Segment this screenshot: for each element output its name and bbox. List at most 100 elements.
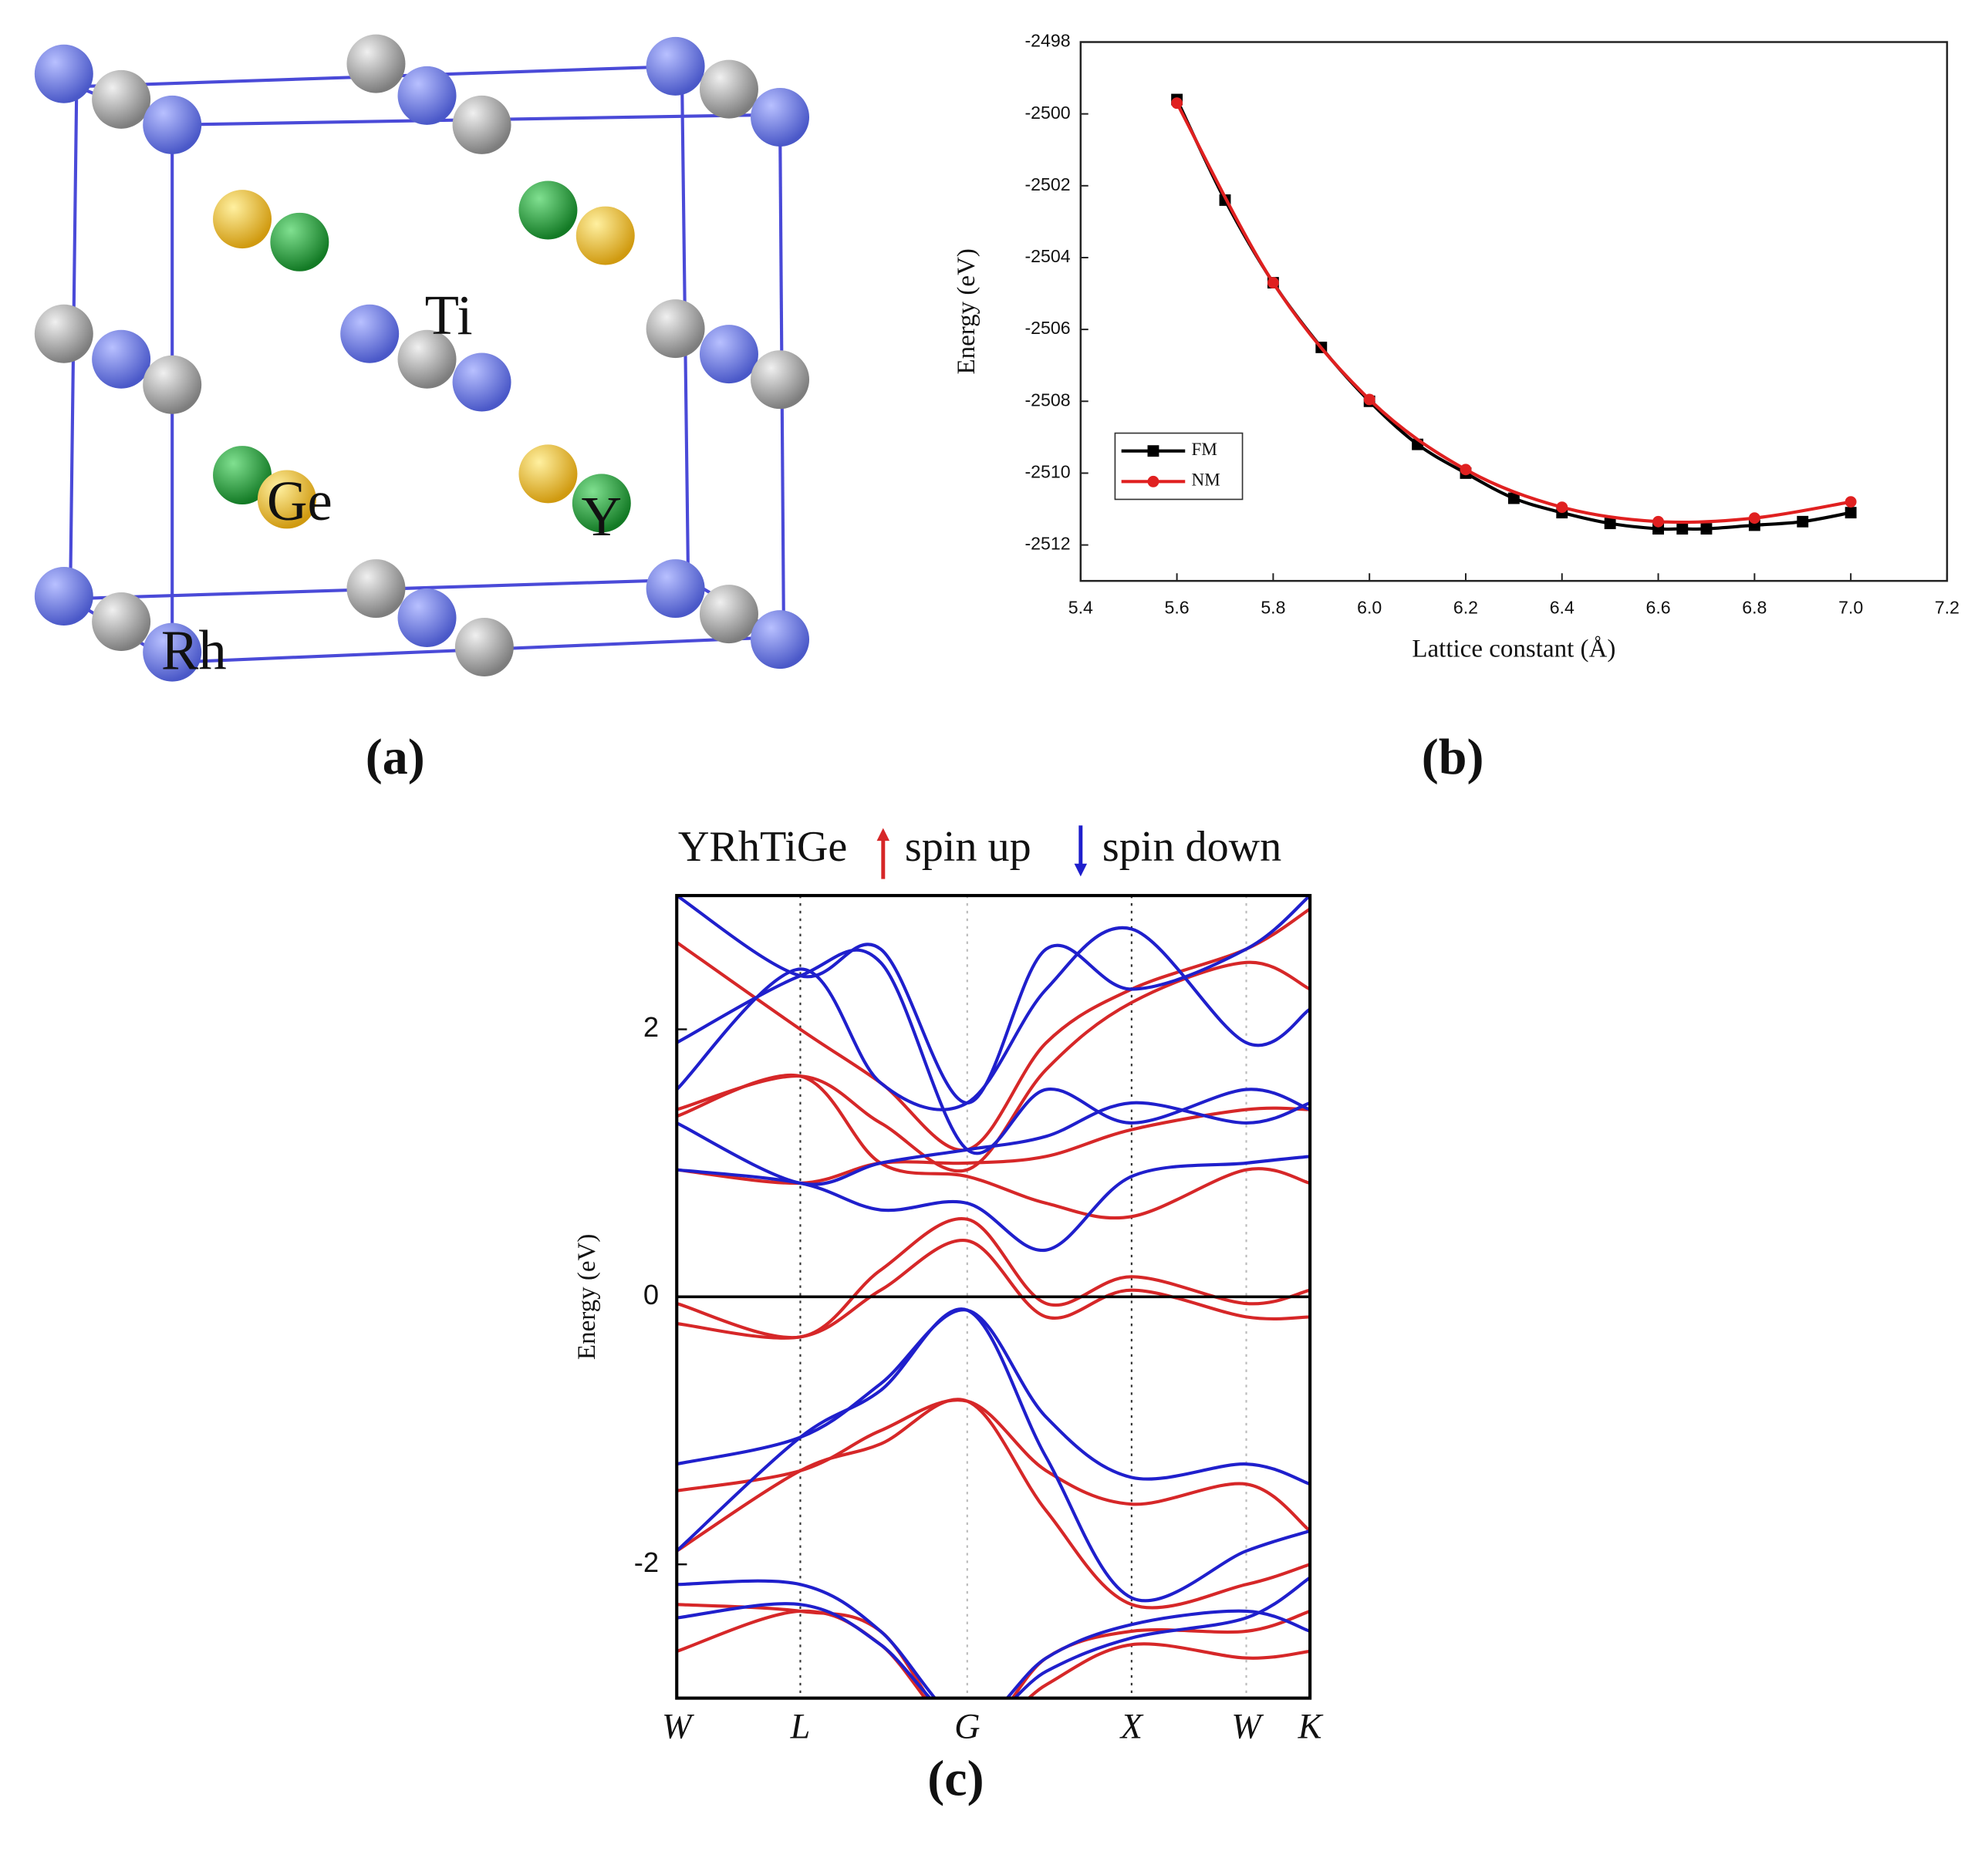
atom	[92, 592, 151, 651]
band	[677, 895, 1311, 1104]
atom	[699, 325, 758, 384]
y-tick-label: -2512	[1024, 534, 1070, 554]
y-axis-label: Energy (eV)	[573, 1234, 601, 1360]
atom	[575, 206, 635, 265]
legend-marker	[1147, 475, 1159, 487]
y-tick-label: 0	[643, 1279, 659, 1310]
band	[677, 1308, 1311, 1486]
x-tick-label: 6.0	[1357, 598, 1382, 618]
band	[677, 948, 1311, 1155]
band	[677, 1217, 1311, 1340]
x-tick-label: 6.8	[1742, 598, 1767, 618]
legend: FM NM	[1114, 432, 1244, 501]
legend-label: FM	[1192, 440, 1217, 460]
atom	[646, 36, 705, 96]
marker	[1556, 501, 1568, 514]
marker	[1652, 515, 1664, 528]
atom	[397, 329, 457, 389]
plot-frame	[675, 894, 1312, 1700]
x-tick-label: W	[1231, 1708, 1264, 1747]
legend-label: spin down	[1102, 823, 1281, 871]
atom	[92, 69, 151, 129]
y-tick-label: -2502	[1024, 174, 1070, 194]
atom	[572, 474, 631, 533]
band	[677, 926, 1311, 1111]
energy-line	[1175, 99, 1851, 531]
atom	[143, 95, 202, 154]
legend-label: NM	[1192, 470, 1220, 491]
marker	[1267, 277, 1279, 288]
marker	[1507, 492, 1520, 504]
atom	[518, 180, 578, 240]
x-tick-label: 5.4	[1068, 598, 1093, 618]
atom	[397, 66, 457, 125]
band	[677, 1398, 1311, 1610]
legend-arrowhead	[876, 828, 890, 841]
atom	[452, 95, 511, 154]
y-tick-label: -2504	[1024, 246, 1070, 266]
atom	[34, 304, 93, 363]
y-tick-label: -2508	[1024, 390, 1070, 410]
marker	[1797, 515, 1809, 528]
atom	[143, 355, 202, 414]
legend-arrowhead	[1074, 863, 1088, 877]
band	[677, 1602, 1311, 1698]
atom	[34, 44, 93, 103]
atom	[213, 446, 272, 505]
atom-label: Rh	[161, 619, 227, 681]
marker	[1363, 393, 1375, 406]
panel-caption: (b)	[1422, 729, 1484, 785]
marker	[1460, 464, 1472, 476]
band	[677, 1603, 1311, 1698]
x-tick-label: 7.2	[1935, 598, 1959, 618]
y-tick-label: -2510	[1024, 462, 1070, 482]
atom	[213, 190, 272, 249]
panel-caption: (c)	[927, 1750, 984, 1806]
atom	[751, 350, 810, 410]
y-tick-label: -2506	[1024, 318, 1070, 338]
atom	[34, 566, 93, 626]
x-tick-label: 6.6	[1645, 598, 1670, 618]
atom	[346, 34, 406, 93]
x-tick-label: G	[954, 1708, 980, 1747]
y-tick-label: -2498	[1024, 31, 1070, 51]
band	[677, 1576, 1311, 1698]
band	[677, 1101, 1311, 1186]
atom	[346, 559, 406, 619]
atom-label: Y	[582, 485, 622, 548]
atom-label: Ge	[267, 470, 332, 532]
atom	[699, 59, 758, 119]
atom-label: Ti	[425, 284, 473, 346]
y-tick-label: -2500	[1024, 103, 1070, 123]
atom	[646, 299, 705, 359]
marker	[1748, 512, 1760, 524]
x-tick-label: 5.8	[1261, 598, 1285, 618]
atom	[452, 352, 511, 412]
atom	[340, 304, 400, 363]
plot-area	[1171, 93, 1857, 535]
atom	[257, 470, 316, 529]
legend-marker	[1147, 445, 1159, 457]
marker	[1700, 523, 1713, 535]
plot-frame	[1079, 41, 1949, 582]
atom	[270, 212, 329, 271]
band	[677, 907, 1311, 1152]
y-tick-label: 2	[643, 1011, 659, 1043]
band	[677, 1398, 1311, 1533]
x-tick-label: W	[662, 1708, 695, 1747]
marker	[1845, 496, 1857, 508]
legend-label: spin up	[905, 823, 1031, 871]
x-tick-label: K	[1298, 1708, 1324, 1747]
atom	[143, 622, 202, 682]
x-tick-label: L	[790, 1708, 811, 1747]
marker	[1845, 507, 1857, 519]
band	[677, 1307, 1311, 1603]
atom	[751, 87, 810, 147]
x-tick-label: 6.4	[1550, 598, 1575, 618]
y-tick-label: -2	[634, 1546, 659, 1578]
energy-line	[1175, 102, 1851, 524]
band	[677, 1239, 1311, 1340]
